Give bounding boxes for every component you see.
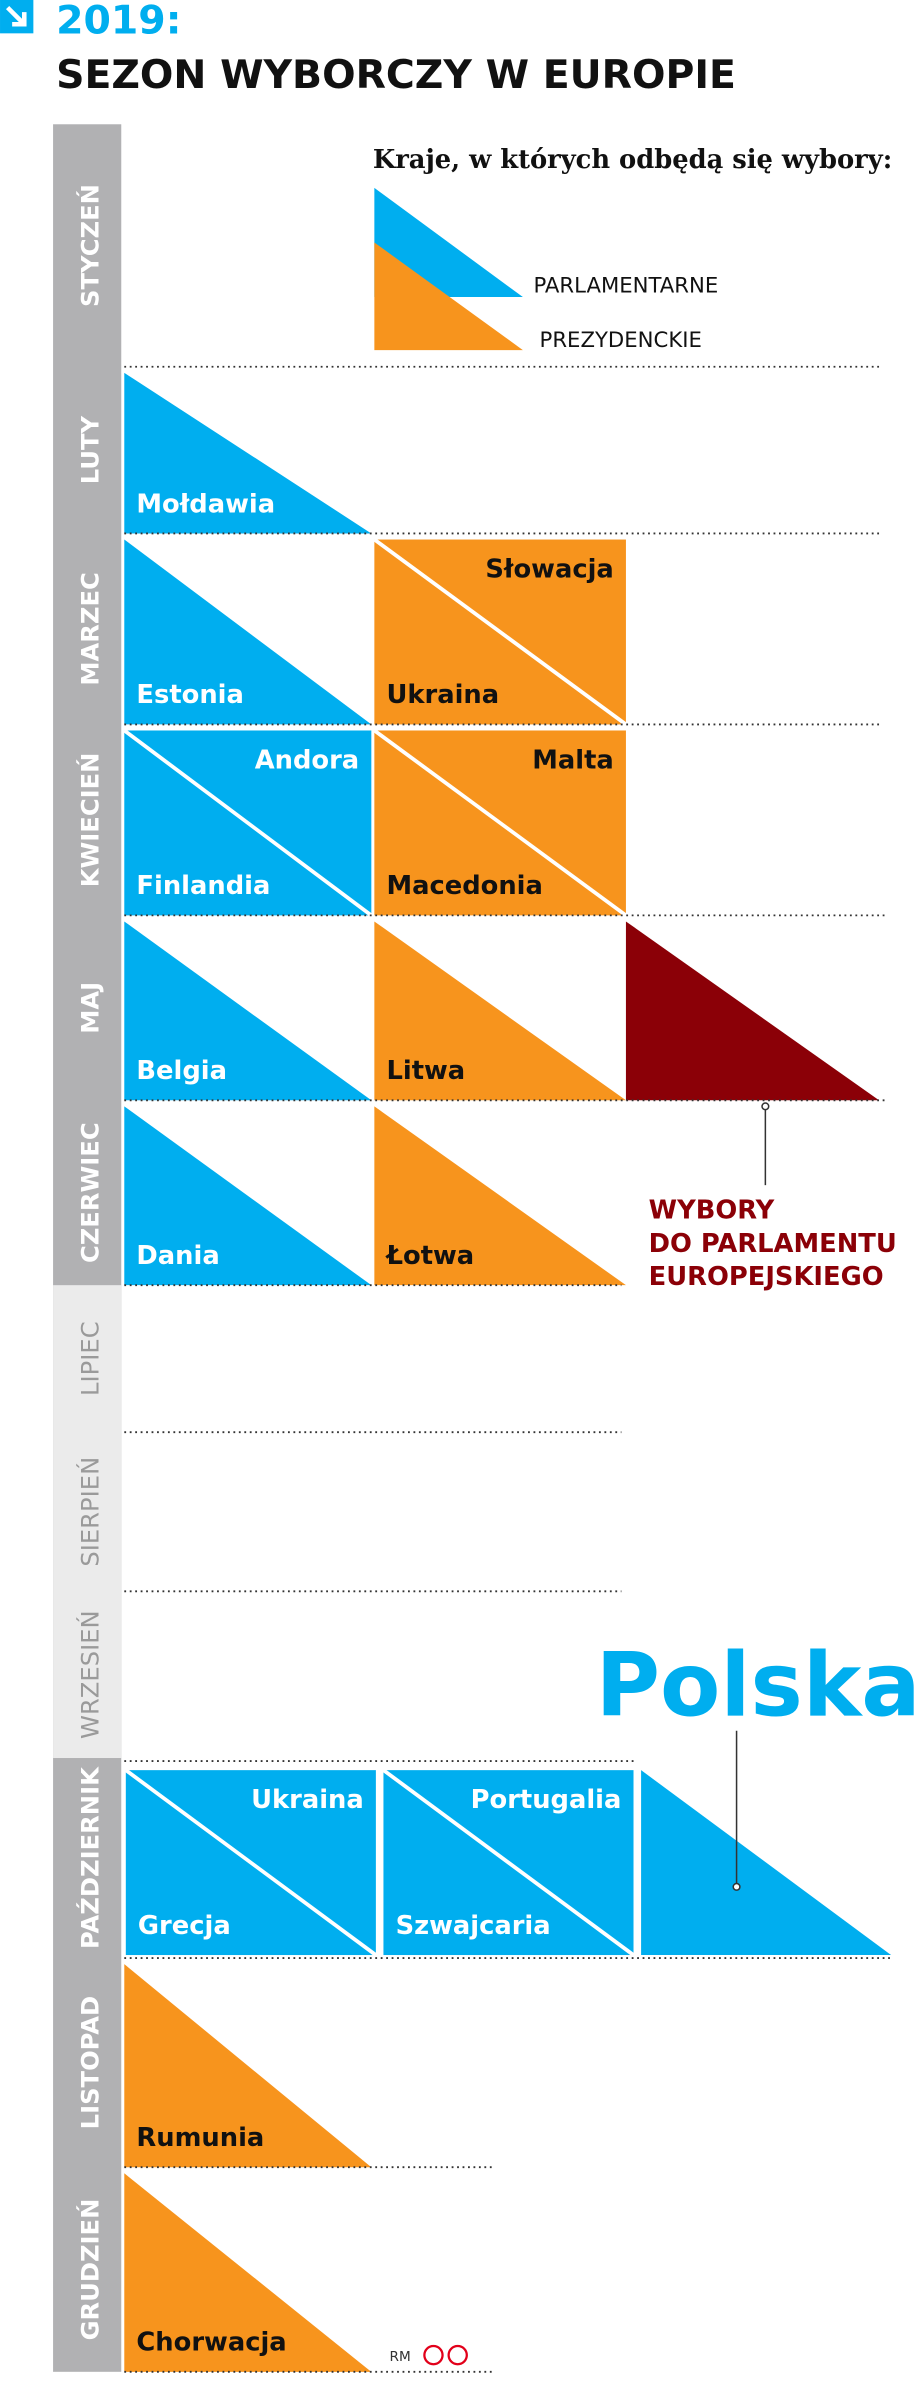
month-bar-light <box>53 1285 122 1759</box>
election-triangle <box>625 921 880 1101</box>
month-label: LUTY <box>76 415 105 484</box>
callout-dot <box>732 1882 741 1891</box>
country-label: Belgia <box>136 1056 227 1086</box>
month-label: CZERWIEC <box>76 1122 105 1263</box>
country-label: Szwajcaria <box>396 1911 551 1941</box>
country-label: Mołdawia <box>136 489 275 519</box>
month-label: WRZESIEŃ <box>76 1610 105 1739</box>
country-label: Grecja <box>138 1911 231 1941</box>
country-label: Estonia <box>136 680 243 710</box>
country-label: Malta <box>532 745 614 775</box>
month-label: LISTOPAD <box>76 1996 105 2129</box>
country-label: Chorwacja <box>136 2328 286 2358</box>
country-label: Ukraina <box>386 680 499 710</box>
month-bar <box>53 124 122 2372</box>
election-triangle <box>641 1770 892 1956</box>
poland-label: Polska <box>596 1634 921 1737</box>
year: 2019: <box>56 0 181 43</box>
country-label: Portugalia <box>471 1785 622 1815</box>
ep-label: EUROPEJSKIEGO <box>649 1262 884 1292</box>
election-triangle <box>124 1964 372 2168</box>
country-label: Andora <box>255 745 359 775</box>
title: SEZON WYBORCZY W EUROPIE <box>56 52 736 98</box>
election-triangle <box>124 372 372 534</box>
ep-label: WYBORY <box>649 1195 775 1225</box>
election-triangle <box>124 2173 372 2372</box>
country-label: Słowacja <box>485 554 613 584</box>
month-label: LIPIEC <box>76 1321 105 1396</box>
ep-label: DO PARLAMENTU <box>649 1229 897 1259</box>
copyright-icon <box>423 2344 444 2366</box>
cell-diagonal <box>373 538 628 726</box>
month-label: MARZEC <box>76 572 105 685</box>
election-triangle <box>124 1106 372 1286</box>
month-label: STYCZEŃ <box>76 184 105 307</box>
election-triangle <box>124 539 372 725</box>
country-label: Macedonia <box>386 871 542 901</box>
callout-dot <box>761 1102 770 1111</box>
month-label: SIERPIEŃ <box>76 1457 105 1567</box>
month-label: PAŹDZIERNIK <box>76 1766 105 1949</box>
month-label: GRUDZIEŃ <box>76 2199 105 2341</box>
cell-diagonal <box>382 1768 635 1957</box>
cell-diagonal <box>124 1768 377 1957</box>
cell-diagonal <box>123 728 373 917</box>
country-label: Litwa <box>386 1056 465 1086</box>
election-triangle <box>374 921 626 1101</box>
country-label: Finlandia <box>136 871 270 901</box>
election-triangle <box>124 921 372 1101</box>
month-label: MAJ <box>76 982 105 1034</box>
country-label: Łotwa <box>384 1241 474 1271</box>
copyright-icon <box>447 2344 468 2366</box>
country-label: Ukraina <box>251 1785 364 1815</box>
legend-label: PREZYDENCKIE <box>540 328 702 353</box>
cell-diagonal <box>373 728 628 917</box>
election-triangle <box>374 1106 626 1286</box>
legend-title: Kraje, w których odbędą się wybory: <box>373 145 892 175</box>
month-label: KWIECIEŃ <box>76 753 105 888</box>
legend-swatch <box>374 242 523 351</box>
legend-label: PARLAMENTARNE <box>533 273 718 298</box>
arrow-glyph <box>5 5 27 27</box>
country-label: Dania <box>136 1241 219 1271</box>
country-label: Rumunia <box>136 2123 264 2153</box>
credit: RM <box>390 2349 411 2365</box>
